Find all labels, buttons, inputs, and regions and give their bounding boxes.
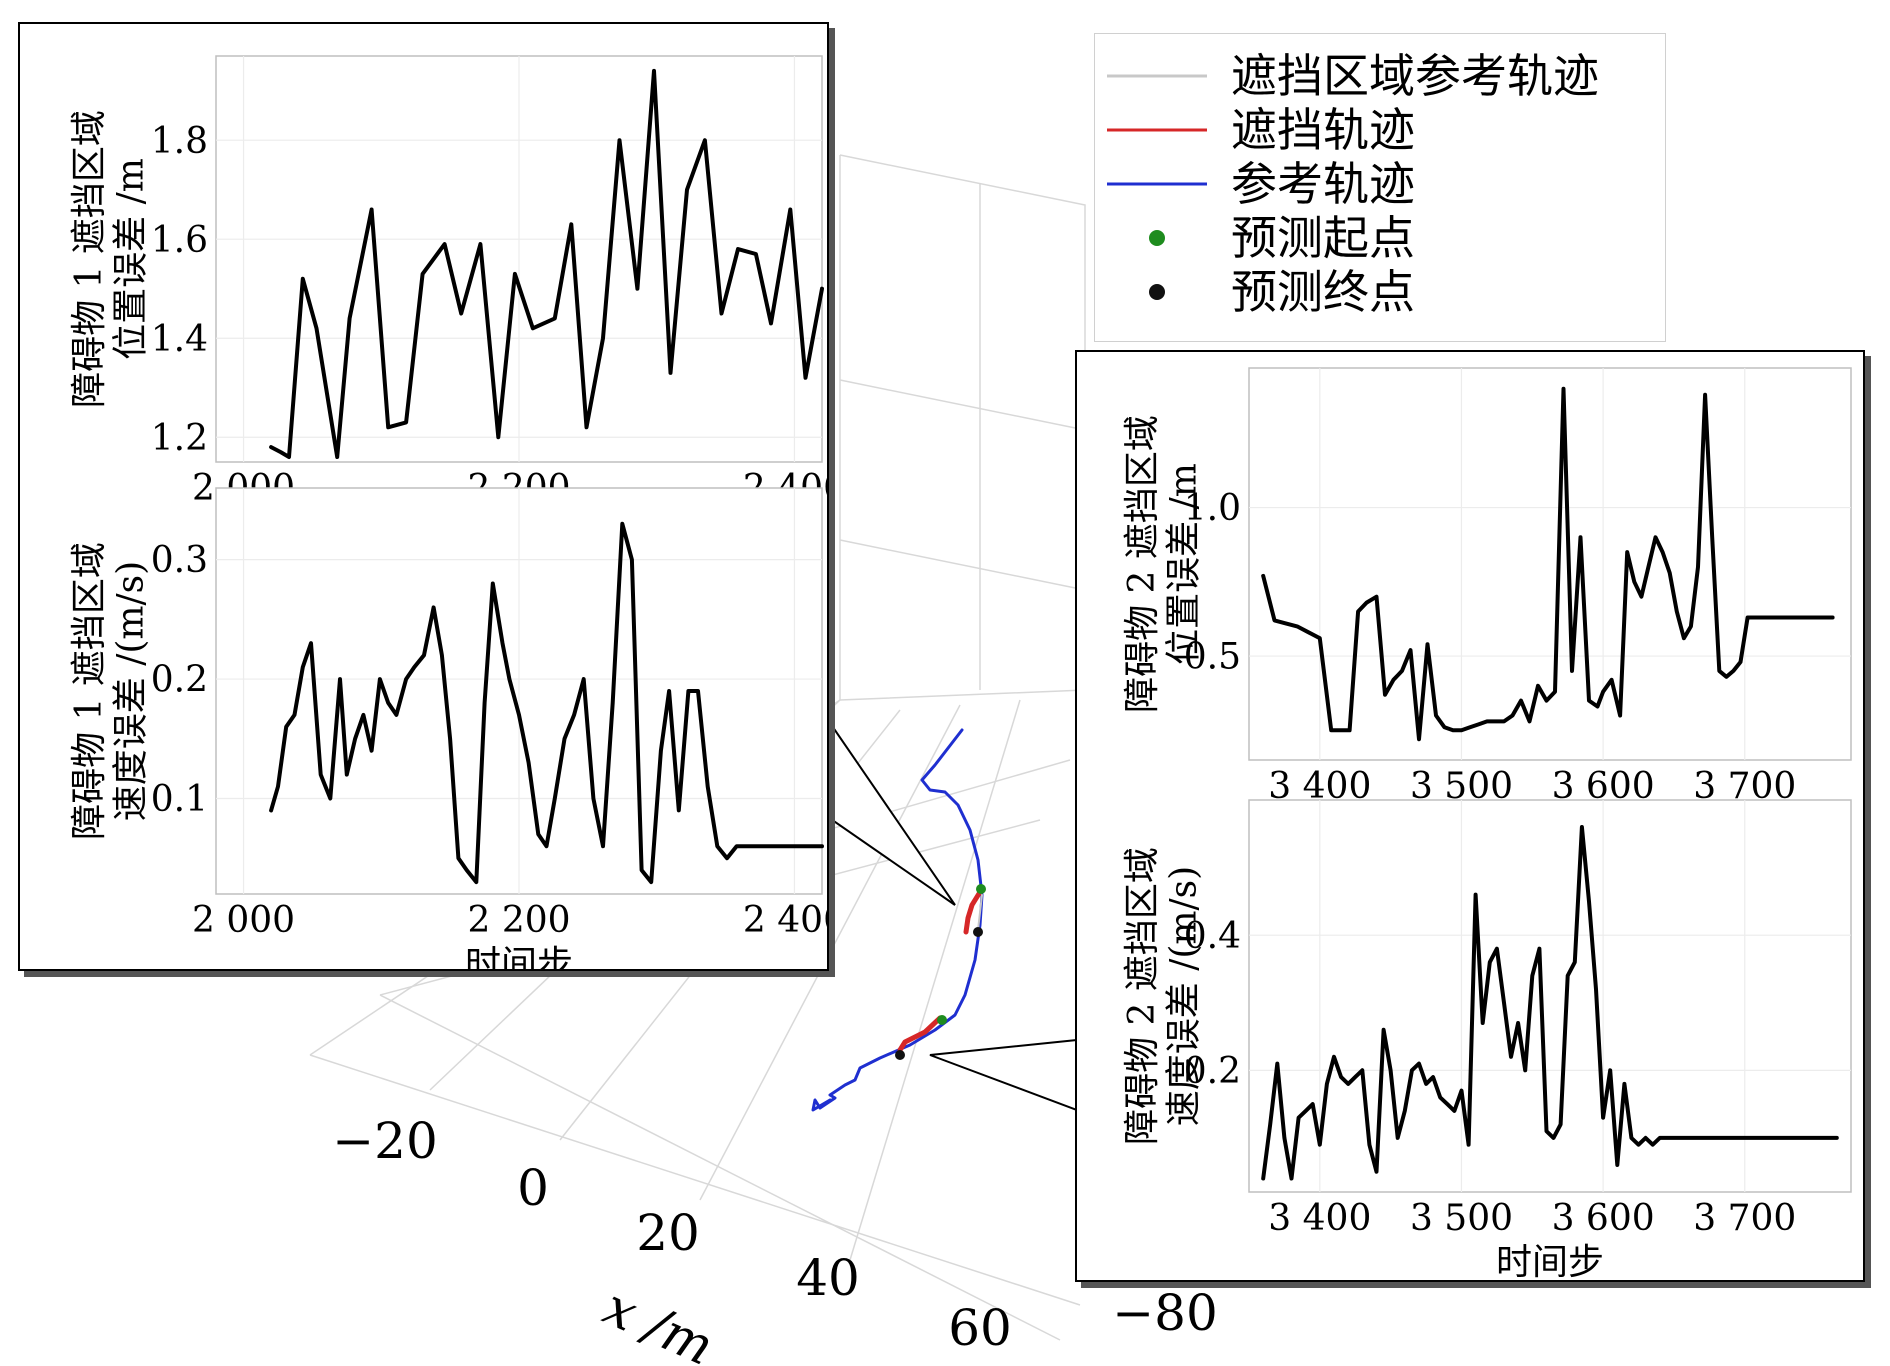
y-axis-label: 障碍物 1 遮挡区域位置误差 /m: [69, 110, 151, 408]
prediction-start-point-1: [976, 884, 986, 894]
x-tick-label: 3 500: [1410, 1198, 1513, 1239]
y-axis-label: 障碍物 2 遮挡区域位置误差 /m: [1122, 415, 1204, 713]
plot-area: [1248, 799, 1852, 1193]
y-tick-label: 0.5: [1184, 637, 1241, 678]
x-tick-label: 2 400: [743, 900, 827, 941]
series-line: [269, 521, 824, 885]
y-tick-label: 1.6: [151, 220, 208, 261]
y-axis-label-line: 障碍物 2 遮挡区域: [1122, 415, 1163, 713]
legend-label: 遮挡轨迹: [1231, 103, 1415, 157]
prediction-end-point-2: [895, 1050, 905, 1060]
x-tick-label: 40: [796, 1249, 860, 1307]
x-axis-label: x /m: [595, 1277, 722, 1366]
x-tick-label: 0: [517, 1159, 549, 1217]
occluded-trajectory-2: [897, 1015, 943, 1053]
legend-label: 参考轨迹: [1231, 157, 1415, 211]
y-axis-label: 障碍物 1 遮挡区域速度误差 /(m/s): [69, 542, 151, 840]
x-tick-label: 2 200: [467, 900, 570, 941]
series-line: [1261, 386, 1835, 742]
y-axis-label: 障碍物 2 遮挡区域速度误差 /(m/s): [1122, 847, 1204, 1145]
trajectory-layer: [811, 728, 984, 1112]
legend: 遮挡区域参考轨迹 遮挡轨迹 参考轨迹 预测起点 预测终点: [1094, 33, 1666, 342]
y-tick-label: 1.8: [151, 121, 208, 162]
y-axis-label-line: 障碍物 1 遮挡区域: [69, 542, 110, 840]
legend-label: 遮挡区域参考轨迹: [1231, 49, 1599, 103]
legend-label: 预测终点: [1231, 265, 1415, 319]
occluded-region-reference: [977, 894, 983, 931]
legend-swatch: [1149, 284, 1165, 300]
x-axis-label: 时间步: [1496, 1242, 1604, 1280]
y-tick-label: 1.2: [151, 418, 208, 459]
y-axis-label-line: 障碍物 2 遮挡区域: [1122, 847, 1163, 1145]
y-tick-label: 0.3: [151, 540, 208, 581]
callout-wedge-left: [823, 716, 956, 906]
series-line: [1261, 825, 1839, 1181]
y-axis-label-line: 位置误差 /m: [110, 158, 151, 360]
occluded-trajectory-1: [963, 889, 983, 935]
x-tick-label: 3 600: [1552, 1198, 1655, 1239]
reference-trajectory: [811, 728, 984, 1112]
y-tick-label: 0.2: [1184, 1051, 1241, 1092]
callout-wedge-right: [929, 1038, 1078, 1112]
y-axis-label-line: 位置误差 /m: [1163, 463, 1204, 665]
y-axis-label-line: 速度误差 /(m/s): [1163, 866, 1204, 1126]
x-tick-label: 3 400: [1268, 1198, 1371, 1239]
x-tick-label: 60: [948, 1299, 1012, 1357]
x-axis-ticks: −20 0 20 40 60: [332, 1112, 1012, 1357]
x-tick-label: −20: [332, 1112, 438, 1170]
x-tick-label: 2 000: [192, 900, 295, 941]
prediction-start-point-2: [937, 1015, 947, 1025]
y-tick-label: 0.1: [151, 779, 208, 820]
y-axis-label-line: 速度误差 /(m/s): [110, 561, 151, 821]
series-line: [269, 68, 824, 459]
y-tick-label: 1.0: [1184, 488, 1241, 529]
legend-label: 预测起点: [1231, 211, 1415, 265]
y-tick-label: 1.4: [151, 319, 208, 360]
x-axis-label: 时间步: [465, 944, 573, 969]
x-tick-label: 20: [636, 1204, 700, 1262]
legend-swatch: [1149, 230, 1165, 246]
y-tick-label: 0.4: [1184, 916, 1241, 957]
prediction-end-point-1: [973, 927, 983, 937]
y-tick-label: −80: [1112, 1284, 1218, 1342]
y-tick-label: 0.2: [151, 660, 208, 701]
y-axis-label-line: 障碍物 1 遮挡区域: [69, 110, 110, 408]
x-tick-label: 3 700: [1693, 1198, 1796, 1239]
plot-area: [1248, 367, 1852, 761]
inset-panel-obstacle-2: 3 400 3 500 3 600 3 700 0.5 1.0 障碍物 2 遮挡区域位置误差…: [1075, 350, 1865, 1282]
